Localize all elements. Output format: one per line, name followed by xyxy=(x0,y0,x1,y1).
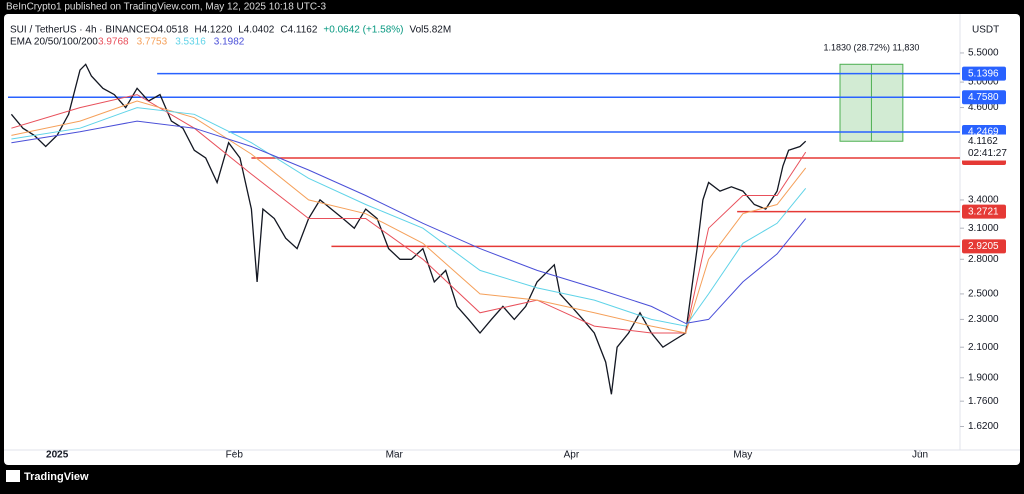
ema-line xyxy=(11,94,807,334)
y-tick-label: 2.3000 xyxy=(968,314,999,325)
y-tick-label: 4.6000 xyxy=(968,102,999,113)
last-price: 4.1162 xyxy=(968,136,998,147)
x-tick-label: Mar xyxy=(386,450,404,461)
level-label: 3.2721 xyxy=(968,206,999,217)
ohlc-value: H4.1220 xyxy=(194,25,232,36)
level-tag xyxy=(962,90,1006,105)
last-tag xyxy=(962,134,1012,161)
unit: USDT xyxy=(972,25,999,36)
level-label: 5.1396 xyxy=(968,68,999,79)
published: BeInCrypto1 published on TradingView.com… xyxy=(6,2,326,13)
ema-line xyxy=(11,107,807,327)
ohlc-value: +0.0642 (+1.58%) xyxy=(323,25,403,36)
y-tick-label: 2.1000 xyxy=(968,342,999,353)
x-tick-label: Jun xyxy=(912,450,928,461)
logo xyxy=(6,470,20,482)
chart-panel xyxy=(4,14,1020,465)
symbol: SUI / TetherUS · 4h · BINANCE xyxy=(10,25,150,36)
level-label: 2.9205 xyxy=(968,241,999,252)
y-tick-label: 2.8000 xyxy=(968,254,999,265)
ohlc-value: L4.0402 xyxy=(238,25,275,36)
x-tick-label: May xyxy=(733,450,752,461)
ema-value: 3.5316 xyxy=(175,37,206,48)
x-tick-label: Feb xyxy=(226,450,244,461)
price-line xyxy=(10,63,807,395)
x-tick-label: 2025 xyxy=(46,450,69,461)
level-tag xyxy=(962,239,1006,254)
y-tick-label: 3.1000 xyxy=(968,223,999,234)
y-tick-label: 5.0000 xyxy=(968,77,999,88)
level-tag xyxy=(962,66,1006,81)
level-label: 4.7580 xyxy=(968,92,999,103)
ema-value: 3.7753 xyxy=(137,37,168,48)
level-label: 4.2469 xyxy=(968,127,999,138)
y-tick-label: 2.5000 xyxy=(968,289,999,300)
measure-label: 1.1830 (28.72%) 11,830 xyxy=(823,43,919,53)
ema-value: 3.1982 xyxy=(214,37,245,48)
y-tick-label: 1.9000 xyxy=(968,372,999,383)
y-tick-label: 1.6200 xyxy=(968,421,999,432)
ema-line xyxy=(11,120,807,324)
ema-label: EMA 20/50/100/200 xyxy=(10,37,98,48)
ohlc-value: O4.0518 xyxy=(150,25,189,36)
level-tag xyxy=(962,204,1006,219)
y-tick-label: 5.5000 xyxy=(968,48,999,59)
brand: TradingView xyxy=(24,471,89,483)
ohlc-value: C4.1162 xyxy=(280,25,318,36)
ema-value: 3.9768 xyxy=(98,37,129,48)
y-tick-label: 1.7600 xyxy=(968,396,999,407)
x-tick-label: Apr xyxy=(564,450,580,461)
ohlc-value: Vol5.82M xyxy=(409,25,451,36)
y-tick-label: 3.4000 xyxy=(968,195,999,206)
countdown: 02:41:27 xyxy=(968,148,1007,159)
